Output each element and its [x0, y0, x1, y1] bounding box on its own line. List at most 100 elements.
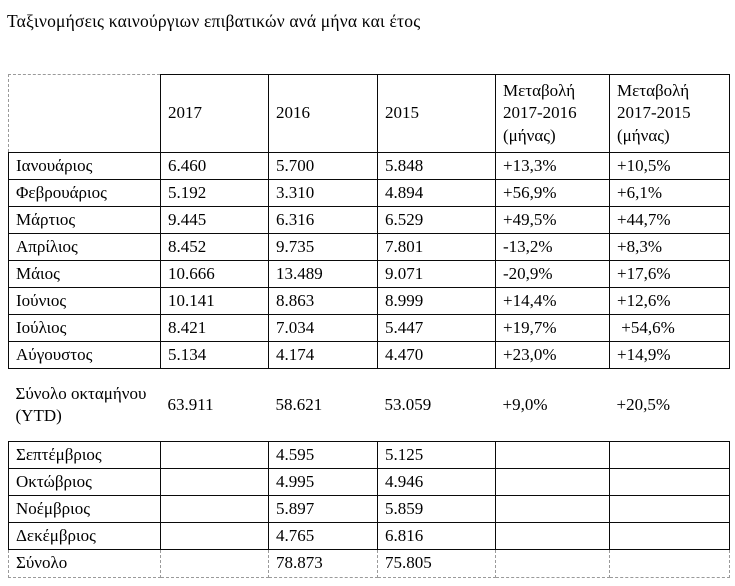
value-2015-cell: 4.894: [377, 179, 496, 207]
table-header-row: 2017 2016 2015 Μεταβολή 2017-2016 (μήνας…: [8, 74, 730, 153]
value-2015-cell: 5.447: [377, 314, 496, 342]
total-2016-cell: 78.873: [268, 549, 378, 578]
table-row: Ιούλιος 8.421 7.034 5.447 +19,7% +54,6%: [8, 314, 730, 342]
table-row: Απρίλιος 8.452 9.735 7.801 -13,2% +8,3%: [8, 233, 730, 261]
value-2015-cell: 4.470: [377, 341, 496, 369]
change-2017-2015-cell: [609, 522, 730, 550]
month-cell: Ιούλιος: [8, 314, 161, 342]
change-2017-2015-cell: +8,3%: [609, 233, 730, 261]
value-2015-cell: 6.816: [377, 522, 496, 550]
change-2017-2015-cell: [609, 468, 730, 496]
value-2015-cell: 7.801: [377, 233, 496, 261]
value-2017-cell: [160, 441, 269, 469]
value-2017-cell: 8.452: [160, 233, 269, 261]
value-2016-cell: 5.700: [268, 152, 378, 180]
value-2016-cell: 4.995: [268, 468, 378, 496]
total-2017-cell: [160, 549, 269, 578]
change-2017-2015-cell: +17,6%: [609, 260, 730, 288]
table-row: Ιανουάριος 6.460 5.700 5.848 +13,3% +10,…: [8, 152, 730, 180]
month-cell: Μάιος: [8, 260, 161, 288]
value-2017-cell: 6.460: [160, 152, 269, 180]
page-title: Ταξινομήσεις καινούργιων επιβατικών ανά …: [7, 11, 421, 31]
change-2017-2016-cell: +19,7%: [495, 314, 610, 342]
value-2015-cell: 5.859: [377, 495, 496, 523]
value-2015-cell: 5.125: [377, 441, 496, 469]
table-row: Δεκέμβριος 4.765 6.816: [8, 522, 730, 550]
change-2017-2016-cell: +14,4%: [495, 287, 610, 315]
change-2017-2016-cell: [495, 441, 610, 469]
value-2015-cell: 4.946: [377, 468, 496, 496]
month-cell: Αύγουστος: [8, 341, 161, 369]
change-2017-2016-cell: [495, 522, 610, 550]
change-2017-2015-cell: +10,5%: [609, 152, 730, 180]
table-row: Μάιος 10.666 13.489 9.071 -20,9% +17,6%: [8, 260, 730, 288]
value-2015-cell: 9.071: [377, 260, 496, 288]
change-2017-2016-cell: -13,2%: [495, 233, 610, 261]
value-2017-cell: [160, 495, 269, 523]
month-cell: Μάρτιος: [8, 206, 161, 234]
change-2017-2015-cell: [609, 441, 730, 469]
month-cell: Ιανουάριος: [8, 152, 161, 180]
ytd-label-cell: Σύνολο οκταμήνου (YTD): [15, 383, 151, 425]
value-2015-cell: 5.848: [377, 152, 496, 180]
value-2017-cell: 5.192: [160, 179, 269, 207]
header-corner-cell: [8, 74, 161, 153]
value-2017-cell: 9.445: [160, 206, 269, 234]
month-cell: Ιούνιος: [8, 287, 161, 315]
value-2017-cell: 5.134: [160, 341, 269, 369]
ytd-2017-cell: 63.911: [167, 394, 214, 414]
change-2017-2015-cell: +44,7%: [609, 206, 730, 234]
total-change-2017-2015-cell: [609, 549, 730, 578]
change-2017-2016-cell: +23,0%: [495, 341, 610, 369]
total-label-cell: Σύνολο: [8, 549, 161, 578]
change-2017-2015-cell: +54,6%: [609, 314, 730, 342]
table-row: Οκτώβριος 4.995 4.946: [8, 468, 730, 496]
header-change-2017-2016: Μεταβολή 2017-2016 (μήνας): [495, 74, 610, 153]
ytd-2015-cell: 53.059: [384, 394, 432, 414]
header-2016: 2016: [268, 74, 378, 153]
ytd-change-2017-2016-cell: +9,0%: [502, 394, 548, 414]
change-2017-2015-cell: +14,9%: [609, 341, 730, 369]
change-2017-2016-cell: [495, 468, 610, 496]
header-2015: 2015: [377, 74, 496, 153]
value-2016-cell: 7.034: [268, 314, 378, 342]
value-2016-cell: 3.310: [268, 179, 378, 207]
value-2015-cell: 8.999: [377, 287, 496, 315]
month-cell: Δεκέμβριος: [8, 522, 161, 550]
change-2017-2016-cell: +13,3%: [495, 152, 610, 180]
table-row: Αύγουστος 5.134 4.174 4.470 +23,0% +14,9…: [8, 341, 730, 369]
ytd-2016-cell: 58.621: [275, 394, 323, 414]
change-2017-2015-cell: [609, 495, 730, 523]
change-2017-2016-cell: +49,5%: [495, 206, 610, 234]
value-2016-cell: 5.897: [268, 495, 378, 523]
month-cell: Σεπτέμβριος: [8, 441, 161, 469]
header-2017: 2017: [160, 74, 269, 153]
value-2017-cell: [160, 522, 269, 550]
registrations-table: 2017 2016 2015 Μεταβολή 2017-2016 (μήνας…: [8, 74, 730, 578]
table-row: Μάρτιος 9.445 6.316 6.529 +49,5% +44,7%: [8, 206, 730, 234]
table-row: Σεπτέμβριος 4.595 5.125: [8, 441, 730, 469]
value-2016-cell: 4.595: [268, 441, 378, 469]
value-2016-cell: 4.765: [268, 522, 378, 550]
value-2016-cell: 13.489: [268, 260, 378, 288]
value-2015-cell: 6.529: [377, 206, 496, 234]
value-2016-cell: 4.174: [268, 341, 378, 369]
month-cell: Απρίλιος: [8, 233, 161, 261]
total-2015-cell: 75.805: [377, 549, 496, 578]
total-change-2017-2016-cell: [495, 549, 610, 578]
ytd-change-2017-2015-cell: +20,5%: [616, 394, 671, 414]
grand-total-row: Σύνολο 78.873 75.805: [8, 549, 730, 578]
value-2017-cell: 8.421: [160, 314, 269, 342]
value-2017-cell: [160, 468, 269, 496]
value-2016-cell: 9.735: [268, 233, 378, 261]
change-2017-2015-cell: +12,6%: [609, 287, 730, 315]
value-2017-cell: 10.141: [160, 287, 269, 315]
ytd-total-row: Σύνολο οκταμήνου (YTD) 63.911 58.621 53.…: [9, 369, 730, 442]
month-cell: Νοέμβριος: [8, 495, 161, 523]
change-2017-2016-cell: [495, 495, 610, 523]
change-2017-2015-cell: +6,1%: [609, 179, 730, 207]
table-row: Φεβρουάριος 5.192 3.310 4.894 +56,9% +6,…: [8, 179, 730, 207]
header-change-2017-2015: Μεταβολή 2017-2015 (μήνας): [609, 74, 730, 153]
value-2016-cell: 8.863: [268, 287, 378, 315]
value-2017-cell: 10.666: [160, 260, 269, 288]
